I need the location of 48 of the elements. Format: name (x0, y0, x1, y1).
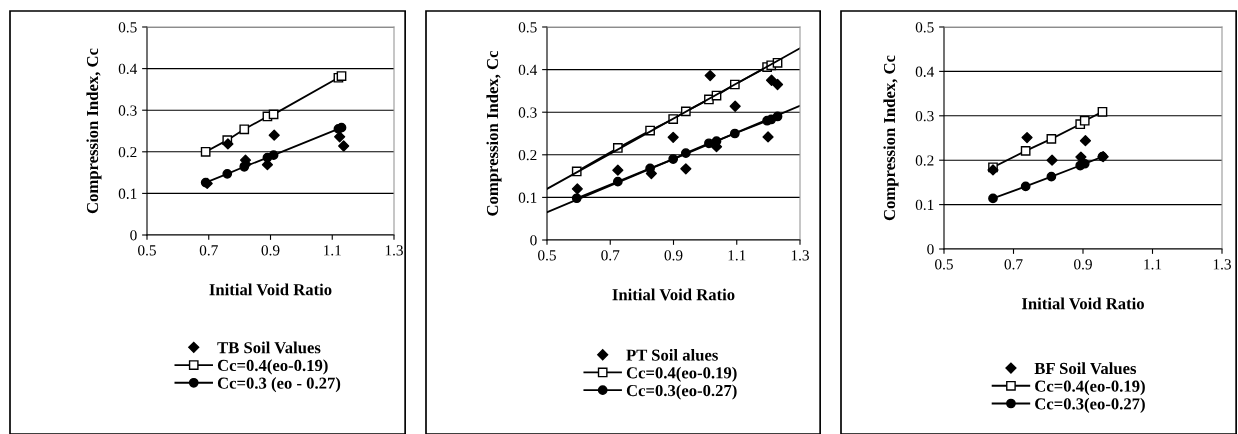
x-tick-label: 1.3 (791, 250, 809, 261)
y-tick-label: 0.2 (518, 149, 537, 161)
y-axis-title: Compression Index, Cc (883, 55, 899, 221)
legend-label: Cc=0.4(eo-0.19) (626, 366, 737, 382)
legend-label: Cc=0.4(eo-0.19) (217, 359, 328, 375)
y-tick-label: 0 (530, 235, 537, 246)
legend-label: TB Soil Values (217, 341, 321, 354)
y-tick-label: 0.3 (518, 107, 537, 118)
y-tick-label: 0.2 (118, 146, 137, 158)
x-tick-label: 1.1 (728, 250, 746, 261)
y-tick-label: 0.5 (915, 22, 934, 33)
legend-label: Cc=0.3(eo-0.27) (626, 384, 737, 400)
x-tick-label: 1.3 (385, 245, 403, 256)
x-tick-label: 1.3 (1213, 259, 1231, 270)
x-tick-label: 0.7 (1004, 259, 1023, 270)
legend-label: Cc=0.4(eo-0.19) (1035, 380, 1145, 396)
legend-label: Cc=0.3 (eo - 0.27) (217, 377, 341, 393)
x-tick-label: 0.9 (261, 245, 280, 256)
y-tick-label: 0.1 (518, 192, 537, 203)
y-axis-title: Compression Index, Cc (486, 50, 502, 216)
x-tick-label: 0.9 (664, 250, 683, 261)
x-tick-label: 0.5 (138, 245, 156, 256)
y-tick-label: 0.4 (915, 66, 935, 77)
x-axis-title: Initial Void Ratio (1021, 297, 1144, 310)
y-tick-label: 0.3 (118, 105, 137, 116)
y-tick-label: 0 (130, 230, 137, 241)
x-tick-label: 0.7 (199, 245, 218, 256)
x-tick-label: 0.5 (538, 250, 556, 261)
x-axis-title: Initial Void Ratio (612, 288, 735, 301)
x-tick-label: 1.1 (1144, 259, 1162, 270)
legend-label: Cc=0.3(eo-0.27) (1035, 397, 1145, 413)
x-axis-title: Initial Void Ratio (209, 283, 332, 296)
y-tick-label: 0.1 (118, 188, 137, 199)
y-tick-label: 0.5 (118, 22, 137, 33)
y-tick-label: 0.3 (915, 110, 934, 122)
y-tick-label: 0.5 (518, 22, 537, 33)
y-tick-label: 0 (927, 244, 934, 255)
y-tick-label: 0.4 (118, 63, 138, 75)
x-tick-label: 0.5 (935, 259, 953, 270)
x-tick-label: 1.1 (324, 245, 341, 256)
y-axis-title: Compression Index, Cc (86, 48, 102, 214)
y-tick-label: 0.1 (915, 199, 934, 211)
y-tick-label: 0.4 (518, 64, 538, 76)
y-tick-label: 0.2 (915, 155, 934, 166)
legend-label: BF Soil Values (1034, 362, 1137, 375)
x-tick-label: 0.7 (601, 250, 620, 261)
x-tick-label: 0.9 (1074, 259, 1092, 270)
legend-label: PT Soil alues (626, 349, 718, 361)
